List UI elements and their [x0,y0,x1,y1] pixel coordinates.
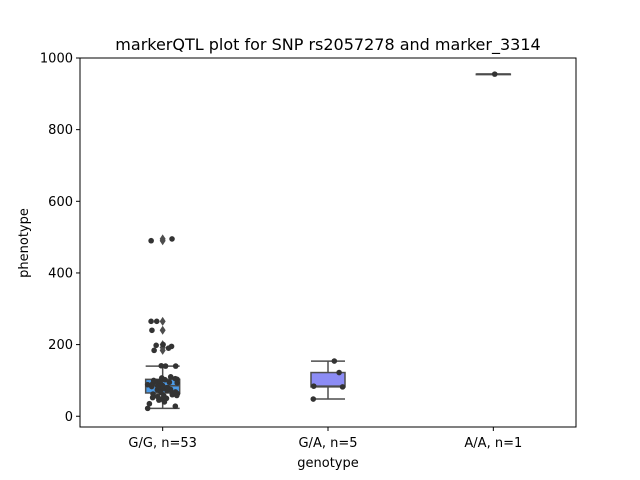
data-point [149,327,155,334]
y-tick-label: 800 [48,123,73,138]
data-point [172,363,179,369]
data-point [310,396,317,402]
y-axis-label: phenotype [17,208,32,278]
y-tick-label: 600 [48,195,73,210]
data-point [172,375,179,382]
outlier-marker [159,325,166,335]
y-tick-label: 400 [48,266,73,281]
data-point [331,358,338,364]
data-point [150,391,156,397]
data-point [146,400,153,407]
data-point [172,403,179,410]
data-point [167,374,174,380]
data-point [310,383,317,389]
data-point [144,381,151,388]
data-point [158,362,165,369]
y-tick-label: 200 [48,338,73,353]
data-point [150,377,157,384]
data-point [491,71,498,77]
y-tick-label: 1000 [40,52,73,67]
plot-area [144,71,512,412]
y-axis: 0 200 400 600 800 1000 [40,52,80,425]
x-axis: G/G, n=53 G/A, n=5 A/A, n=1 [128,427,522,451]
data-point [172,389,179,395]
outlier-marker [159,316,166,326]
outlier-marker [159,234,166,244]
data-point [158,375,165,381]
x-tick-label: G/G, n=53 [128,436,196,451]
data-point [166,379,173,386]
y-tick-label: 0 [65,410,73,425]
data-point [160,341,166,348]
data-point [153,318,160,325]
x-tick-label: A/A, n=1 [464,436,522,451]
data-point [148,237,154,244]
data-point [153,342,159,349]
data-point [144,405,151,412]
data-point [148,318,154,325]
chart-title: markerQTL plot for SNP rs2057278 and mar… [115,35,540,55]
data-point [336,369,342,376]
x-axis-label: genotype [297,456,358,471]
data-point [164,384,171,391]
data-point [168,343,175,350]
data-point [339,384,346,390]
data-point [154,393,161,400]
x-tick-label: G/A, n=5 [298,436,357,451]
data-point [151,347,157,354]
data-point [169,236,175,242]
data-point [162,363,169,369]
